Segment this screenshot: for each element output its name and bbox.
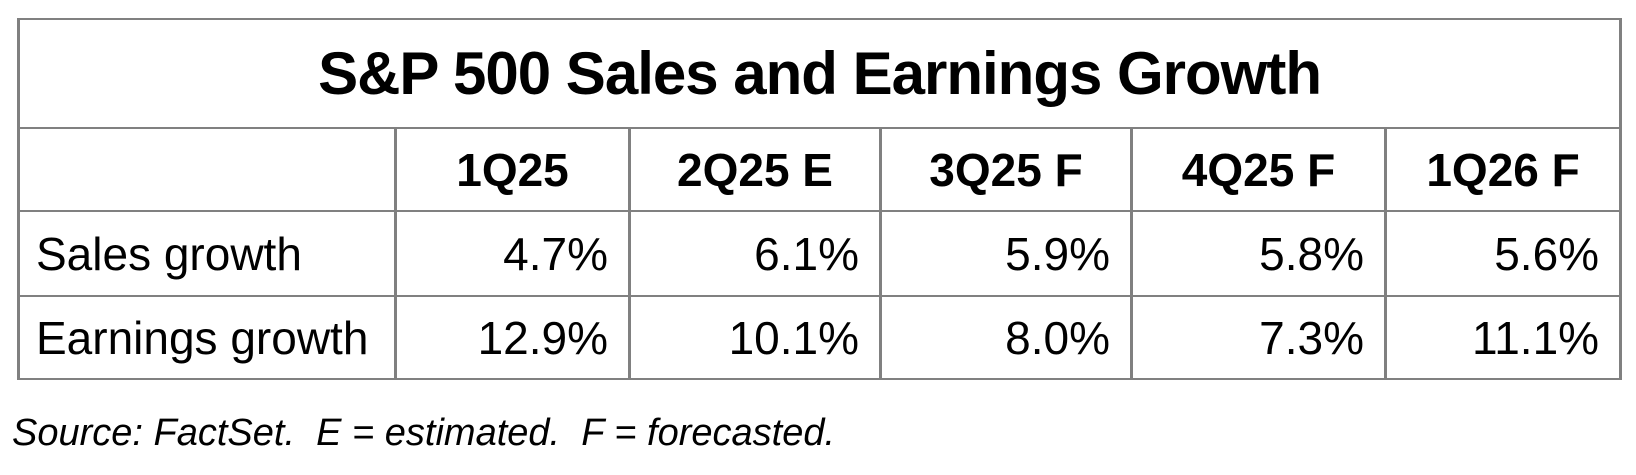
table-row-sales-growth: Sales growth 4.7% 6.1% 5.9% 5.8% 5.6%	[17, 210, 1623, 297]
source-note: Source: FactSet. E = estimated. F = fore…	[12, 412, 836, 454]
cell-earnings-2q25e: 10.1%	[628, 295, 882, 380]
column-header-2q25e: 2Q25 E	[628, 127, 882, 212]
row-label-sales-growth: Sales growth	[17, 210, 397, 297]
table-header-row: 1Q25 2Q25 E 3Q25 F 4Q25 F 1Q26 F	[17, 127, 1623, 212]
sales-earnings-growth-table: S&P 500 Sales and Earnings Growth 1Q25 2…	[16, 18, 1623, 380]
cell-sales-2q25e: 6.1%	[628, 210, 882, 297]
row-label-earnings-growth: Earnings growth	[17, 295, 397, 380]
column-header-1q26f: 1Q26 F	[1383, 127, 1623, 212]
cell-earnings-1q26f: 11.1%	[1383, 295, 1623, 380]
table-title-row: S&P 500 Sales and Earnings Growth	[16, 18, 1623, 129]
table-row-earnings-growth: Earnings growth 12.9% 10.1% 8.0% 7.3% 11…	[17, 295, 1623, 380]
column-header-1q25: 1Q25	[394, 127, 631, 212]
cell-earnings-4q25f: 7.3%	[1130, 295, 1387, 380]
column-header-4q25f: 4Q25 F	[1130, 127, 1387, 212]
corner-empty-cell	[17, 127, 397, 212]
cell-sales-1q26f: 5.6%	[1383, 210, 1623, 297]
cell-earnings-3q25f: 8.0%	[879, 295, 1133, 380]
cell-sales-1q25: 4.7%	[394, 210, 631, 297]
table-title: S&P 500 Sales and Earnings Growth	[16, 18, 1623, 129]
cell-sales-4q25f: 5.8%	[1130, 210, 1387, 297]
cell-sales-3q25f: 5.9%	[879, 210, 1133, 297]
column-header-3q25f: 3Q25 F	[879, 127, 1133, 212]
cell-earnings-1q25: 12.9%	[394, 295, 631, 380]
